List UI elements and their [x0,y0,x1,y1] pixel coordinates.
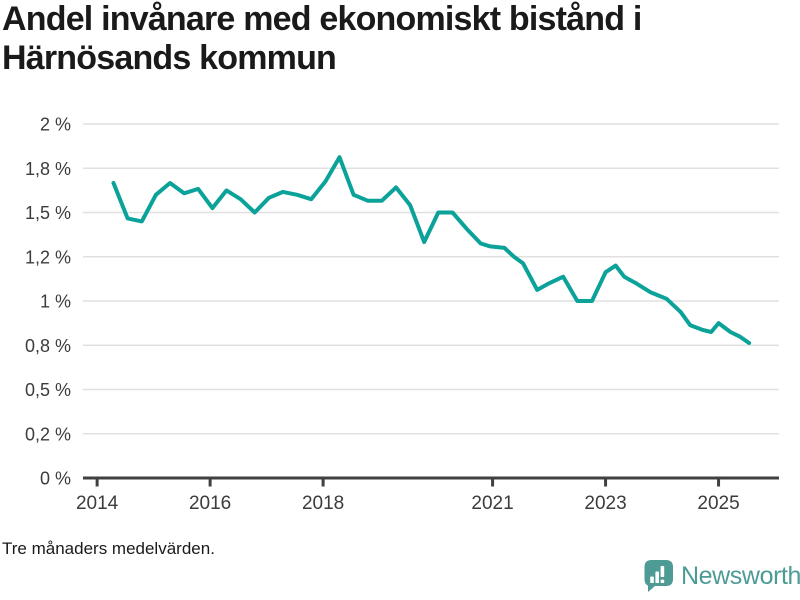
page-title-line-2: Härnösands kommun [2,39,337,77]
chart-footnote: Tre månaders medelvärden. [2,539,215,558]
x-tick-label: 2016 [189,493,231,514]
x-tick-label: 2021 [471,493,513,514]
x-tick-label: 2023 [584,493,626,514]
y-tick-label: 0,8 % [25,336,71,356]
y-tick-label: 0,5 % [25,380,71,400]
y-tick-label: 1 % [40,292,71,312]
newsworthy-logo: Newsworthy [644,559,800,593]
page-title: Andel invånare med ekonomiskt bistånd i … [2,0,792,78]
data-series-line [111,155,752,345]
page-title-line-1: Andel invånare med ekonomiskt bistånd i [2,0,642,38]
x-tick-label: 2025 [697,493,739,514]
newsworthy-wordmark: Newsworthy [681,561,800,590]
y-tick-label: 1,8 % [25,159,71,179]
y-tick-label: 0 % [40,469,71,489]
y-tick-label: 1,5 % [25,203,71,223]
x-tick-label: 2014 [76,493,119,514]
x-tick-label: 2018 [302,493,344,514]
newsworthy-bubble-chart-icon [644,560,673,592]
y-tick-label: 2 % [40,115,71,135]
y-tick-label: 0,2 % [25,424,71,444]
y-tick-label: 1,2 % [25,247,71,267]
